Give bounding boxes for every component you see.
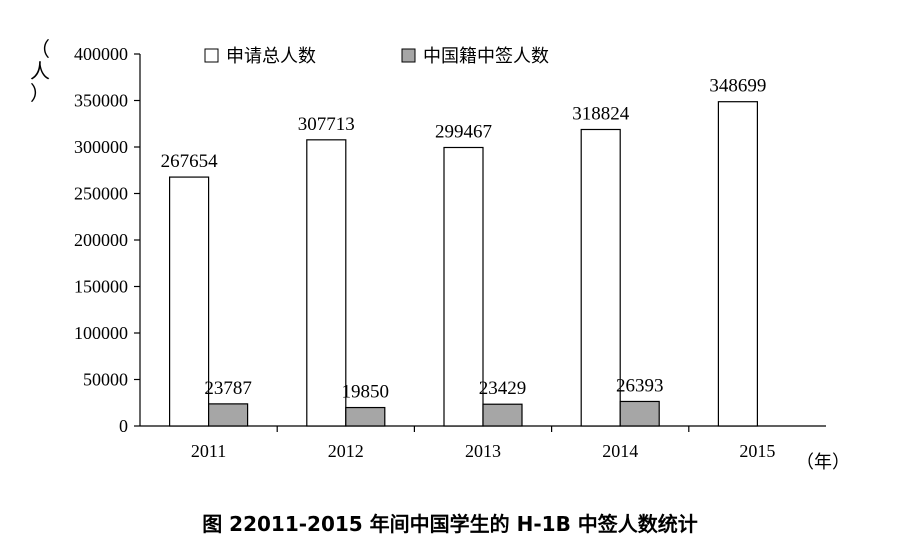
y-tick-label: 200000	[74, 230, 128, 250]
y-tick-label: 400000	[74, 44, 128, 64]
x-tick-label: 2011	[191, 441, 226, 461]
x-tick-label: 2015	[739, 441, 775, 461]
y-tick-label: 0	[119, 416, 128, 436]
bar-chinese-selected-2011	[208, 403, 249, 427]
bar-total-applicants-2015	[717, 101, 759, 427]
x-tick-label: 2013	[465, 441, 501, 461]
data-label: 23787	[204, 378, 252, 399]
x-tick-labels: 2011 2012 2013 2014 2015	[191, 441, 775, 461]
figure-caption: 图 22011-2015 年间中国学生的 H-1B 中签人数统计	[202, 512, 698, 536]
y-tick-label: 150000	[74, 277, 128, 297]
data-label: 299467	[435, 121, 492, 142]
bar-chinese-selected-2014	[619, 400, 660, 427]
y-axis-label-char: ）	[30, 81, 50, 105]
y-tick-label: 250000	[74, 184, 128, 204]
y-tick-label: 100000	[74, 323, 128, 343]
x-tick-label: 2014	[602, 441, 638, 461]
data-label: 348699	[709, 76, 766, 97]
bar-total-applicants-2014	[580, 128, 621, 427]
data-label: 318824	[572, 103, 630, 124]
data-label: 26393	[616, 375, 664, 396]
bar-chinese-selected-2012	[345, 406, 386, 427]
x-tick-label: 2012	[328, 441, 364, 461]
data-label: 307713	[298, 114, 355, 135]
y-tick-label: 300000	[74, 137, 128, 157]
chart-bars	[169, 101, 759, 427]
y-axis-label-char: 人	[30, 59, 50, 83]
chart-legend: 申请总人数 中国籍中签人数	[204, 46, 549, 67]
data-label: 19850	[342, 382, 390, 403]
legend-label-chinese-selected: 中国籍中签人数	[423, 46, 549, 67]
bar-total-applicants-2012	[306, 139, 347, 427]
y-axis-label-char: （	[30, 37, 50, 61]
legend-label-total-applicants: 申请总人数	[226, 46, 316, 67]
y-tick-labels: 0 50000 100000 150000 200000 250000 300000 3500…	[74, 44, 128, 436]
bar-total-applicants-2013	[443, 146, 484, 427]
y-tick-label: 350000	[74, 91, 128, 111]
bar-total-applicants-2011	[169, 176, 210, 427]
y-axis-label: （人）	[30, 37, 50, 105]
data-labels: 267654 23787 307713 19850 299467 23429 318824 2…	[161, 76, 767, 403]
data-label: 267654	[161, 151, 219, 172]
bar-chinese-selected-2013	[482, 403, 523, 427]
data-label: 23429	[479, 378, 527, 399]
legend-swatch-total-applicants	[204, 48, 219, 63]
chart-axes	[134, 53, 826, 432]
y-tick-label: 50000	[83, 370, 128, 390]
x-axis-label: （年）	[796, 452, 850, 473]
legend-swatch-chinese-selected	[401, 48, 416, 63]
